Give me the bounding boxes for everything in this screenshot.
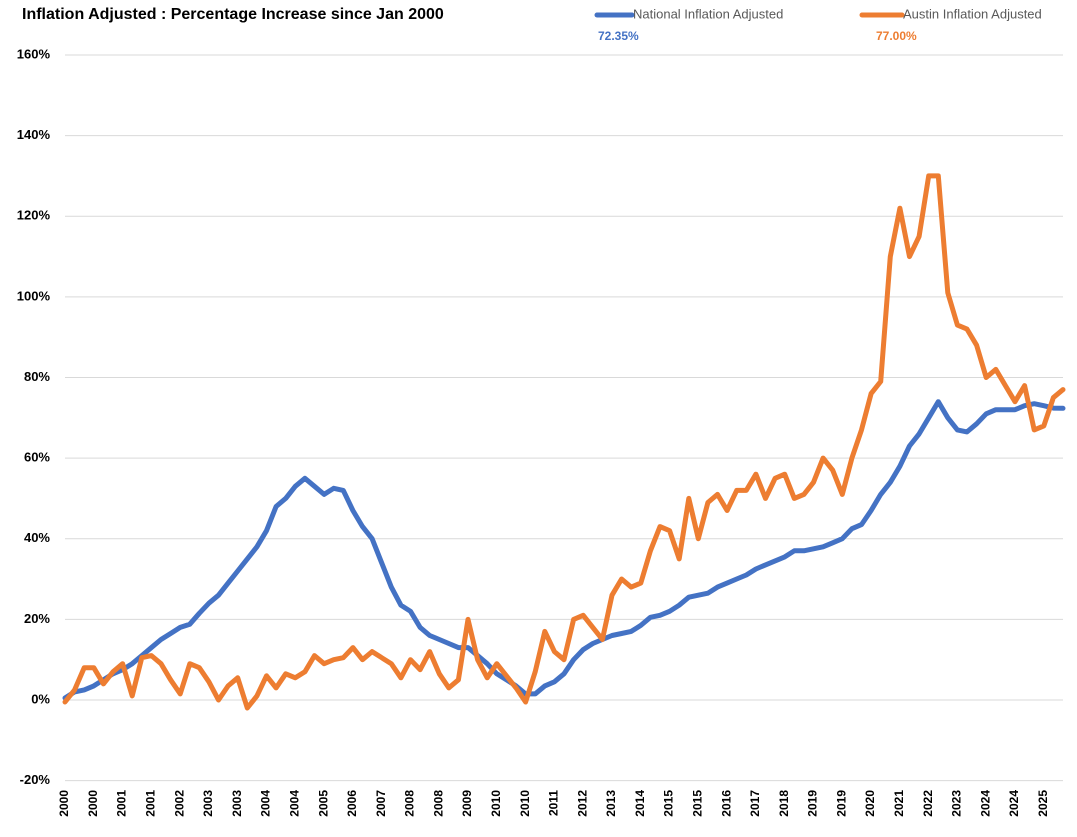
- legend-label: Austin Inflation Adjusted: [903, 6, 1042, 21]
- x-tick-label: 2013: [604, 790, 618, 817]
- y-tick-label: -20%: [20, 772, 51, 787]
- x-tick-label: 2008: [403, 790, 417, 817]
- x-tick-label: 2012: [575, 790, 589, 817]
- x-tick-label: 2015: [662, 790, 676, 817]
- x-tick-label: 2018: [777, 790, 791, 817]
- x-tick-label: 2011: [547, 790, 561, 816]
- x-tick-label: 2022: [921, 790, 935, 817]
- x-tick-label: 2024: [978, 790, 992, 817]
- x-tick-label: 2010: [489, 790, 503, 817]
- y-tick-label: 140%: [17, 127, 51, 142]
- x-tick-label: 2014: [633, 790, 647, 817]
- x-tick-label: 2001: [115, 790, 129, 817]
- x-tick-label: 2023: [950, 790, 964, 817]
- x-tick-label: 2017: [748, 790, 762, 817]
- x-tick-label: 2002: [172, 790, 186, 817]
- x-tick-label: 2016: [719, 790, 733, 817]
- x-tick-label: 2006: [345, 790, 359, 817]
- y-tick-label: 120%: [17, 208, 51, 223]
- x-tick-label: 2005: [316, 790, 330, 817]
- x-tick-label: 2010: [518, 790, 532, 817]
- x-tick-label: 2001: [144, 790, 158, 817]
- y-tick-label: 0%: [31, 691, 50, 706]
- x-tick-label: 2000: [86, 790, 100, 817]
- x-tick-label: 2004: [259, 790, 273, 817]
- series-line: [62, 173, 1066, 711]
- x-tick-label: 2008: [431, 790, 445, 817]
- y-tick-label: 100%: [17, 288, 51, 303]
- y-tick-label: 80%: [24, 369, 50, 384]
- x-tick-label: 2019: [834, 790, 848, 817]
- x-tick-label: 2007: [374, 790, 388, 817]
- annotation: 72.35%: [598, 29, 639, 43]
- y-tick-label: 60%: [24, 450, 50, 465]
- x-tick-label: 2015: [691, 790, 705, 817]
- chart-title: Inflation Adjusted : Percentage Increase…: [22, 6, 444, 23]
- x-tick-label: 2003: [201, 790, 215, 817]
- legend-label: National Inflation Adjusted: [633, 6, 783, 21]
- x-tick-label: 2025: [1036, 790, 1050, 817]
- series-line: [62, 399, 1066, 701]
- x-tick-label: 2020: [863, 790, 877, 817]
- y-tick-label: 40%: [24, 530, 50, 545]
- x-tick-label: 2021: [892, 790, 906, 817]
- annotation: 77.00%: [876, 29, 917, 43]
- x-tick-label: 2000: [57, 790, 71, 817]
- x-tick-label: 2019: [806, 790, 820, 817]
- x-tick-label: 2009: [460, 790, 474, 817]
- x-tick-label: 2003: [230, 790, 244, 817]
- y-tick-label: 20%: [24, 611, 50, 626]
- x-tick-label: 2004: [287, 790, 301, 817]
- x-tick-label: 2024: [1007, 790, 1021, 817]
- y-tick-label: 160%: [17, 46, 51, 61]
